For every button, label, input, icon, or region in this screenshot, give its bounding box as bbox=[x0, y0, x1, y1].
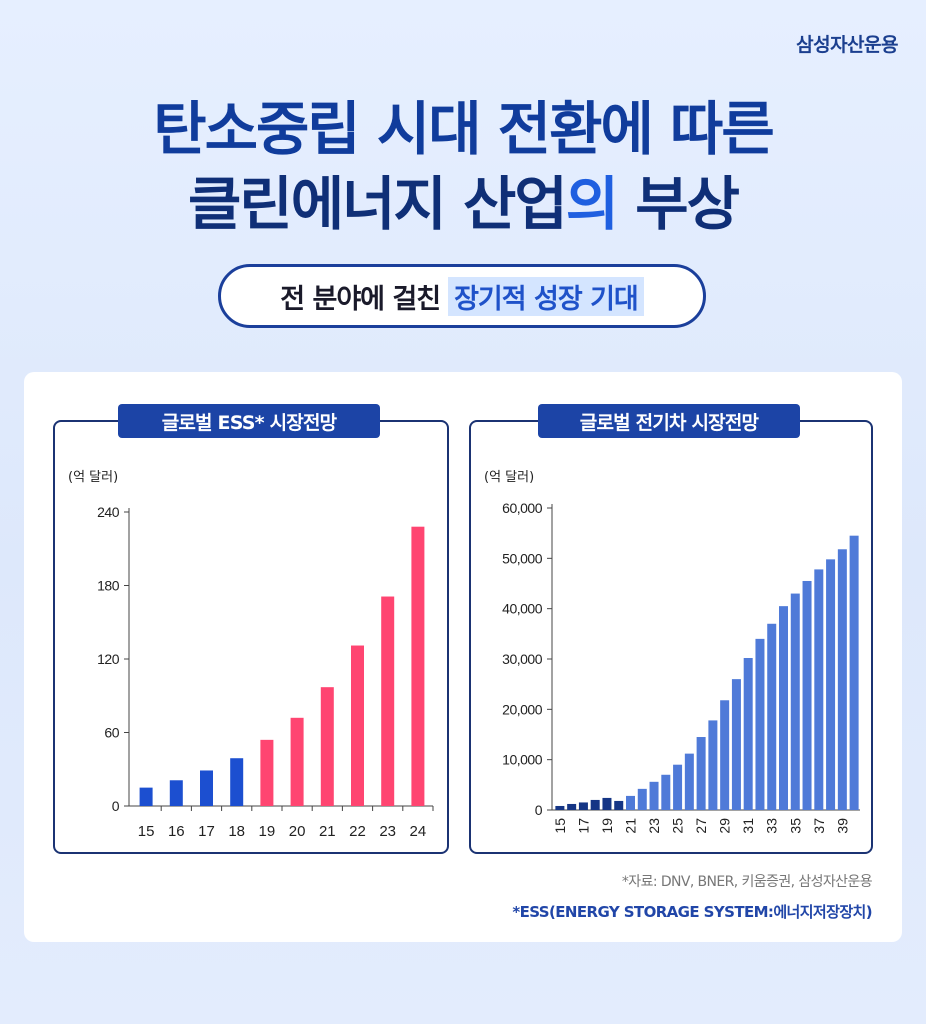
ev-y-tick-label: 30,000 bbox=[502, 651, 543, 667]
ess-y-tick-label: 0 bbox=[112, 798, 120, 814]
source-note: *자료: DNV, BNER, 키움증권, 삼성자산운용 bbox=[621, 874, 873, 890]
ev-bar bbox=[755, 638, 765, 810]
ess-y-tick-label: 180 bbox=[97, 578, 120, 594]
ess-bar bbox=[200, 770, 213, 806]
ess-y-tick-label: 240 bbox=[97, 504, 120, 520]
subtitle-highlight: 장기적 성장 기대 bbox=[448, 276, 644, 316]
ev-chart-title: 글로벌 전기차 시장전망 bbox=[538, 404, 800, 438]
ev-bar bbox=[720, 700, 730, 810]
ev-x-tick-label: 19 bbox=[599, 818, 615, 834]
ev-bar bbox=[649, 781, 659, 810]
ess-y-tick-label: 120 bbox=[97, 651, 120, 667]
ev-bar bbox=[802, 580, 812, 810]
headline-line-2-accent: 의 bbox=[565, 170, 619, 238]
ev-unit-label: (억 달러) bbox=[484, 470, 535, 485]
ev-bar bbox=[578, 802, 588, 810]
ess-x-tick-label: 18 bbox=[228, 823, 245, 840]
ess-x-tick-label: 20 bbox=[289, 823, 306, 840]
ess-x-tick-label: 22 bbox=[349, 823, 366, 840]
subtitle-pill: 전 분야에 걸친 장기적 성장 기대 bbox=[218, 264, 706, 328]
ev-y-tick-label: 40,000 bbox=[502, 601, 543, 617]
ev-x-tick-label: 25 bbox=[670, 818, 686, 834]
brand-logo-text: 삼성자산운용 bbox=[796, 34, 898, 56]
ev-bar bbox=[708, 720, 718, 810]
ev-bar bbox=[696, 737, 706, 810]
subtitle-plain: 전 분야에 걸친 bbox=[280, 283, 441, 315]
ess-x-tick-label: 24 bbox=[410, 823, 427, 840]
ev-bar bbox=[637, 788, 647, 810]
ev-x-tick-label: 35 bbox=[787, 818, 803, 834]
ev-bar bbox=[555, 805, 565, 810]
ess-bar bbox=[139, 787, 153, 806]
ess-bar bbox=[260, 739, 274, 806]
ev-bar bbox=[661, 774, 671, 810]
ess-definition-note: *ESS(ENERGY STORAGE SYSTEM:에너지저장장치) bbox=[512, 903, 872, 921]
ev-y-tick-label: 50,000 bbox=[502, 550, 543, 566]
ev-bar bbox=[790, 593, 800, 810]
ev-bar bbox=[743, 657, 753, 810]
ess-bar bbox=[169, 780, 183, 806]
ess-x-tick-label: 16 bbox=[168, 823, 185, 840]
ev-y-tick-label: 0 bbox=[535, 802, 543, 818]
ev-bar bbox=[731, 679, 741, 810]
ev-bar bbox=[767, 623, 777, 810]
ess-y-tick-label: 60 bbox=[104, 725, 119, 741]
ess-unit-label: (억 달러) bbox=[68, 470, 119, 485]
headline-line-2: 클린에너지 산업의 부상 bbox=[0, 175, 926, 233]
ev-bar bbox=[684, 753, 694, 810]
ev-bar bbox=[814, 569, 824, 810]
ev-x-tick-label: 33 bbox=[764, 818, 780, 834]
ess-chart-title: 글로벌 ESS* 시장전망 bbox=[118, 404, 380, 438]
ev-bar bbox=[826, 559, 836, 810]
ev-bar bbox=[626, 795, 635, 810]
ev-bar bbox=[567, 803, 577, 810]
ev-x-tick-label: 39 bbox=[834, 818, 850, 834]
ess-x-tick-label: 17 bbox=[198, 823, 215, 840]
ev-bar bbox=[849, 535, 859, 810]
ess-bar bbox=[381, 596, 395, 806]
ev-x-tick-label: 23 bbox=[646, 818, 662, 834]
ev-x-tick-label: 37 bbox=[811, 818, 827, 834]
ev-bar bbox=[614, 800, 624, 810]
ev-x-tick-label: 29 bbox=[717, 818, 733, 834]
ess-bar bbox=[320, 687, 334, 806]
ev-bar bbox=[602, 797, 612, 810]
ess-bar bbox=[290, 717, 304, 806]
ess-x-tick-label: 21 bbox=[319, 823, 336, 840]
ev-bar bbox=[590, 799, 600, 810]
ev-x-tick-label: 21 bbox=[623, 818, 639, 834]
headline-line-1: 탄소중립 시대 전환에 따른 bbox=[153, 95, 775, 163]
ess-bar bbox=[351, 645, 364, 806]
ev-y-tick-label: 60,000 bbox=[502, 500, 543, 516]
ev-x-tick-label: 17 bbox=[575, 818, 591, 834]
ess-x-tick-label: 19 bbox=[259, 823, 276, 840]
ev-bar bbox=[673, 764, 683, 810]
ess-bar bbox=[230, 758, 244, 806]
ev-bar bbox=[837, 549, 847, 810]
headline-line-2-main: 클린에너지 산업 bbox=[187, 170, 568, 238]
ev-bar bbox=[779, 606, 788, 810]
ess-x-tick-label: 23 bbox=[379, 823, 396, 840]
ev-x-tick-label: 31 bbox=[740, 818, 756, 834]
ev-x-tick-label: 27 bbox=[693, 818, 709, 834]
ev-x-tick-label: 15 bbox=[552, 818, 568, 834]
ev-y-tick-label: 10,000 bbox=[502, 752, 543, 768]
ev-y-tick-label: 20,000 bbox=[502, 701, 543, 717]
headline-line-2-end: 부상 bbox=[617, 170, 740, 238]
ess-bar bbox=[411, 526, 425, 806]
ess-x-tick-label: 15 bbox=[138, 823, 155, 840]
